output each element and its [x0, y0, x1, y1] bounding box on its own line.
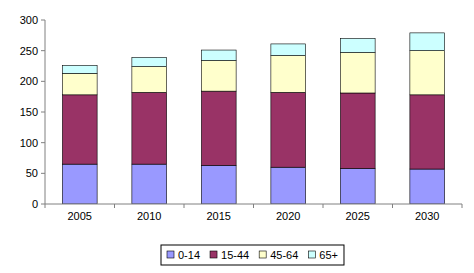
y-tick-label: 100: [20, 137, 38, 149]
legend-label: 45-64: [270, 249, 298, 261]
y-tick-label: 50: [26, 167, 38, 179]
y-tick: [41, 204, 45, 205]
bar-segment: [271, 167, 306, 204]
legend-swatch: [308, 251, 315, 258]
x-tick-label: 2020: [276, 210, 300, 222]
x-tick: [323, 204, 324, 208]
x-tick: [45, 204, 46, 208]
bar-segment: [410, 51, 445, 95]
x-tick: [253, 204, 254, 208]
bar-segment: [201, 50, 236, 60]
bar-segment: [132, 92, 167, 164]
x-tick-label: 2025: [346, 210, 370, 222]
bar-segment: [271, 92, 306, 167]
legend-box: [161, 245, 344, 265]
bar-segment: [62, 164, 97, 204]
bar-segment: [62, 65, 97, 73]
y-tick: [41, 173, 45, 174]
x-tick: [392, 204, 393, 208]
y-tick: [41, 142, 45, 143]
bar-segment: [62, 95, 97, 164]
x-tick: [114, 204, 115, 208]
bar-segment: [271, 44, 306, 56]
bar-segment: [201, 91, 236, 165]
y-tick: [41, 81, 45, 82]
legend-label: 0-14: [178, 249, 200, 261]
bar-segment: [271, 56, 306, 93]
x-axis: [45, 204, 462, 205]
chart: 0 50 100 150 200 250 300 2005 2010 2015 2020 2025 20…: [0, 0, 474, 273]
bar-segment: [132, 164, 167, 204]
y-tick-label: 200: [20, 75, 38, 87]
bar-segment: [201, 60, 236, 91]
bar-segment: [62, 73, 97, 94]
bar-segment: [132, 57, 167, 66]
legend-label: 15-44: [221, 249, 249, 261]
y-tick: [41, 50, 45, 51]
bar-segment: [410, 33, 445, 51]
y-tick: [41, 112, 45, 113]
bar-segment: [410, 95, 445, 169]
bar-segment: [132, 67, 167, 93]
legend-label: 65+: [319, 249, 338, 261]
legend: 0-14 15-44 45-64 65+: [161, 245, 344, 265]
bar-segment: [340, 38, 375, 52]
chart-svg: 0 50 100 150 200 250 300 2005 2010 2015 2020 2025 20…: [0, 0, 474, 273]
bar-segment: [340, 93, 375, 168]
x-tick: [462, 204, 463, 208]
y-tick-label: 150: [20, 106, 38, 118]
y-tick: [41, 20, 45, 21]
bars: [62, 33, 444, 204]
x-tick-label: 2005: [68, 210, 92, 222]
bar-segment: [201, 165, 236, 204]
bar-segment: [410, 169, 445, 204]
y-axis: [45, 20, 46, 204]
y-tick-label: 250: [20, 45, 38, 57]
x-tick-label: 2010: [137, 210, 161, 222]
legend-swatch: [210, 251, 217, 258]
x-tick: [184, 204, 185, 208]
x-tick-label: 2030: [415, 210, 439, 222]
x-tick-label: 2015: [207, 210, 231, 222]
y-tick-label: 300: [20, 14, 38, 26]
y-tick-label: 0: [32, 198, 38, 210]
bar-segment: [340, 168, 375, 204]
bar-segment: [340, 53, 375, 93]
legend-swatch: [167, 251, 174, 258]
legend-swatch: [259, 251, 266, 258]
